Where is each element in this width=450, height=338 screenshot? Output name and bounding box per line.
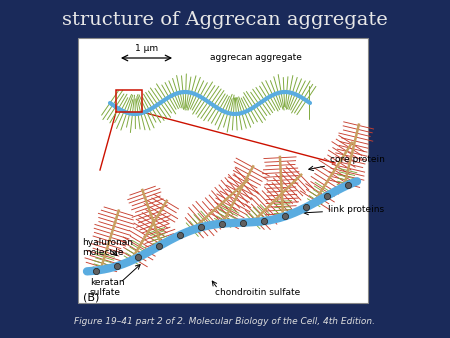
Text: keratan
sulfate: keratan sulfate bbox=[90, 278, 125, 297]
Text: Figure 19–41 part 2 of 2. Molecular Biology of the Cell, 4th Edition.: Figure 19–41 part 2 of 2. Molecular Biol… bbox=[75, 316, 375, 325]
Text: hyaluronan
molecule: hyaluronan molecule bbox=[82, 238, 133, 258]
Text: (B): (B) bbox=[83, 293, 99, 303]
Text: link proteins: link proteins bbox=[304, 206, 384, 215]
Text: aggrecan aggregate: aggrecan aggregate bbox=[210, 53, 302, 63]
Text: core protein: core protein bbox=[309, 155, 385, 171]
Text: 1 μm: 1 μm bbox=[135, 44, 158, 53]
Bar bbox=[78, 38, 368, 303]
Text: structure of Aggrecan aggregate: structure of Aggrecan aggregate bbox=[62, 11, 388, 29]
Bar bbox=[116, 90, 142, 112]
Text: chondroitin sulfate: chondroitin sulfate bbox=[215, 288, 300, 297]
